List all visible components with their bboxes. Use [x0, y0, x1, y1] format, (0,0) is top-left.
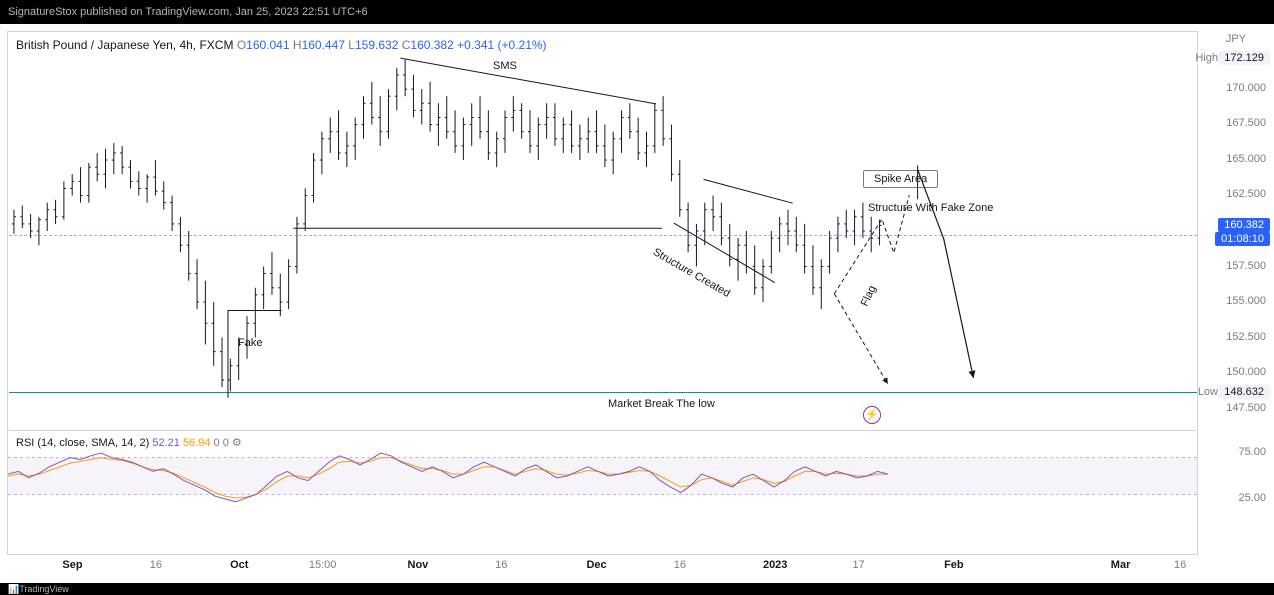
- chart-container: British Pound / Japanese Yen, 4h, FXCM 1…: [0, 24, 1274, 595]
- xtick: 17: [852, 559, 864, 571]
- price-axis[interactable]: JPY 170.000 167.500 165.000 162.500 157.500 1…: [1198, 31, 1274, 555]
- currency-label: JPY: [1226, 33, 1246, 45]
- publish-header: SignatureStox published on TradingView.c…: [0, 0, 1274, 24]
- footer-brand: 📊 TradingView: [0, 583, 1274, 595]
- lightning-icon: ⚡: [863, 406, 881, 424]
- xtick: 15:00: [309, 559, 337, 571]
- rsi-ytick: 75.00: [1238, 446, 1266, 458]
- price-chart[interactable]: [8, 32, 1197, 430]
- xtick: Mar: [1111, 559, 1131, 571]
- sms-label: SMS: [493, 60, 517, 72]
- xtick: 16: [674, 559, 686, 571]
- xtick: Feb: [944, 559, 964, 571]
- spike-area-label: Spike Area: [863, 170, 938, 188]
- low-label: Low: [1198, 386, 1218, 398]
- symbol-legend: British Pound / Japanese Yen, 4h, FXCM 1…: [16, 38, 547, 52]
- ytick: 152.500: [1226, 331, 1266, 343]
- ytick: 155.000: [1226, 295, 1266, 307]
- xtick: 16: [495, 559, 507, 571]
- symbol-name: British Pound / Japanese Yen, 4h, FXCM: [16, 38, 233, 52]
- current-price-line: [9, 235, 1197, 236]
- xtick: 16: [150, 559, 162, 571]
- structure-fake-zone-label: Structure With Fake Zone: [868, 202, 993, 214]
- chart-pane[interactable]: British Pound / Japanese Yen, 4h, FXCM 1…: [7, 31, 1198, 555]
- ytick: 150.000: [1226, 366, 1266, 378]
- xtick: 16: [1174, 559, 1186, 571]
- ytick: 167.500: [1226, 117, 1266, 129]
- high-label: High: [1195, 52, 1218, 64]
- countdown-tag: 01:08:10: [1215, 232, 1270, 246]
- ytick: 162.500: [1226, 188, 1266, 200]
- rsi-ytick: 25.00: [1238, 492, 1266, 504]
- high-value: 172.129: [1218, 51, 1270, 65]
- fake-label: Fake: [238, 337, 262, 349]
- tradingview-logo-icon: 📊: [8, 584, 19, 595]
- low-line: [9, 392, 1197, 393]
- gear-icon[interactable]: ⚙: [232, 437, 242, 449]
- market-break-label: Market Break The low: [608, 398, 715, 410]
- publish-text: SignatureStox published on TradingView.c…: [8, 6, 368, 18]
- xtick: Nov: [408, 559, 429, 571]
- last-price-tag: 160.382: [1218, 218, 1270, 232]
- xtick: Sep: [62, 559, 82, 571]
- ytick: 157.500: [1226, 260, 1266, 272]
- ytick: 147.500: [1226, 402, 1266, 414]
- xtick: 2023: [763, 559, 787, 571]
- rsi-legend: RSI (14, close, SMA, 14, 2) 52.21 56.94 …: [16, 436, 242, 449]
- xtick: Dec: [586, 559, 606, 571]
- ytick: 165.000: [1226, 153, 1266, 165]
- time-axis[interactable]: Sep 16 Oct 15:00 Nov 16 Dec 16 2023 17 Feb Mar 16: [7, 555, 1198, 583]
- xtick: Oct: [230, 559, 248, 571]
- low-value: 148.632: [1218, 385, 1270, 399]
- ytick: 170.000: [1226, 82, 1266, 94]
